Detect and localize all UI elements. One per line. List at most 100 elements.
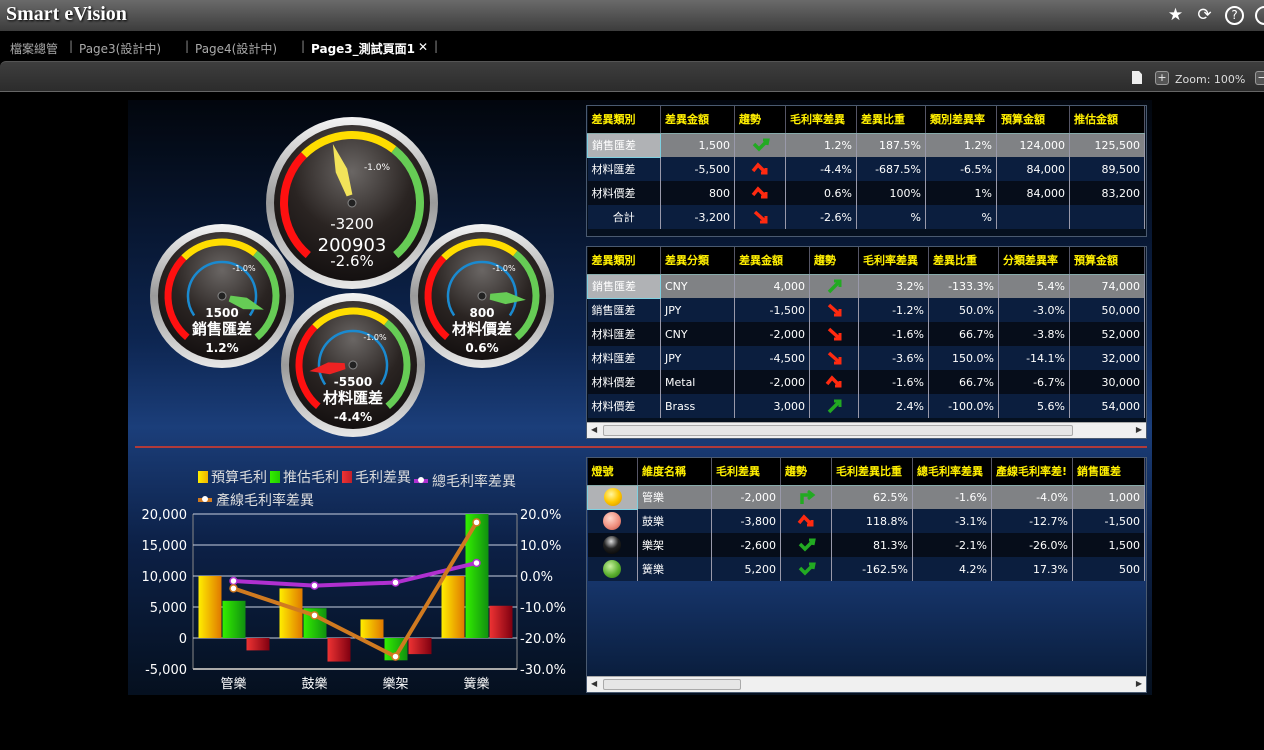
column-header[interactable]: 差異比重 <box>928 247 999 275</box>
table-cell: -687.5% <box>856 157 926 181</box>
tab-page3-design[interactable]: Page3(設計中) <box>79 42 162 56</box>
legend-item[interactable]: 預算毛利 <box>198 467 267 486</box>
legend-item[interactable]: 產線毛利率差異 <box>198 491 314 510</box>
table-row[interactable]: 材料匯差 CNY -2,000 -1.6% 66.7% -3.8% 52,000 <box>587 322 1145 346</box>
table-cell: 83,200 <box>1069 181 1145 205</box>
trend-arrow-up-icon <box>827 279 842 293</box>
trend-cell <box>809 322 859 346</box>
table-row[interactable]: 管樂 -2,000 62.5% -1.6% -4.0% 1,000 <box>587 484 1145 510</box>
help-icon[interactable]: ? <box>1225 6 1244 25</box>
legend-item[interactable]: 總毛利率差異 <box>414 471 516 490</box>
line-point <box>310 581 319 590</box>
column-header[interactable]: 差異類別 <box>587 247 661 275</box>
table-row[interactable]: 材料匯差 JPY -4,500 -3.6% 150.0% -14.1% 32,000 <box>587 346 1145 370</box>
table-cell: -4,500 <box>734 346 810 370</box>
table-cell: 2.4% <box>858 394 929 418</box>
star-icon[interactable]: ★ <box>1167 5 1184 25</box>
column-header[interactable]: 差異比重 <box>856 106 926 134</box>
column-header[interactable]: 燈號 <box>587 458 638 486</box>
column-header[interactable]: 推估金額 <box>1069 106 1145 134</box>
column-header[interactable]: 毛利差異比重 <box>831 458 913 486</box>
horizontal-scrollbar[interactable]: ◀ ▶ <box>587 422 1146 438</box>
column-header[interactable]: 差異分類 <box>660 247 735 275</box>
table-cell: -26.0% <box>991 533 1073 557</box>
column-header[interactable]: 差異金額 <box>660 106 735 134</box>
column-header[interactable]: 產線毛利率差! <box>991 458 1073 486</box>
table-cell: 84,000 <box>996 181 1070 205</box>
table-cell: 鼓樂 <box>637 509 712 533</box>
zoom-label: Zoom: 100% <box>1175 73 1246 86</box>
table-cell: 74,000 <box>1069 274 1145 298</box>
column-header[interactable]: 總毛利率差異 <box>912 458 992 486</box>
table-cell: -5,500 <box>660 157 735 181</box>
title-bar: Smart eVision ★ ⟳ ? <box>0 0 1264 31</box>
table-cell: 材料價差 <box>587 370 661 394</box>
column-header[interactable]: 毛利差異 <box>711 458 781 486</box>
table-row[interactable]: 合計 -3,200 -2.6%%% <box>587 205 1145 229</box>
power-icon[interactable] <box>1255 6 1264 25</box>
table-row[interactable]: 鼓樂 -3,800 118.8% -3.1% -12.7% -1,500 <box>587 509 1145 533</box>
column-header[interactable]: 趨勢 <box>780 458 832 486</box>
table-cell: 材料匯差 <box>587 322 661 346</box>
x-tick-label: 樂架 <box>382 676 408 692</box>
table-row[interactable]: 銷售匯差 JPY -1,500 -1.2% 50.0% -3.0% 50,000 <box>587 298 1145 322</box>
table-cell: -3,800 <box>711 509 781 533</box>
status-lamp-cell <box>587 557 638 581</box>
table-row[interactable]: 樂架 -2,600 81.3% -2.1% -26.0% 1,500 <box>587 533 1145 557</box>
table-cell: -3.1% <box>912 509 992 533</box>
zoom-out-button[interactable]: − <box>1255 71 1264 85</box>
column-header[interactable]: 趨勢 <box>734 106 786 134</box>
column-header[interactable]: 類別差異率 <box>925 106 997 134</box>
legend-item[interactable]: 推估毛利 <box>270 467 339 486</box>
column-header[interactable]: 差異類別 <box>587 106 661 134</box>
column-header[interactable]: 預算金額 <box>996 106 1070 134</box>
table-cell: -2,000 <box>734 322 810 346</box>
legend-line-swatch <box>198 496 212 502</box>
line-point <box>472 558 481 568</box>
x-tick-label: 鼓樂 <box>301 676 327 692</box>
tab-file-explorer[interactable]: 檔案總管 <box>10 42 59 56</box>
table-cell: 5.6% <box>998 394 1070 418</box>
table-cell: 54,000 <box>1069 394 1145 418</box>
legend-item[interactable]: 毛利差異 <box>342 467 411 486</box>
table-cell: 124,000 <box>996 133 1070 157</box>
table-row[interactable]: 材料匯差 -5,500 -4.4% -687.5% -6.5% 84,000 89,500 <box>587 157 1145 181</box>
line-總毛利率差異 <box>233 561 477 588</box>
tab-page3-test[interactable]: Page3_測試頁面1 <box>311 42 415 56</box>
column-header[interactable]: 預算金額 <box>1069 247 1145 275</box>
trend-check-up-icon <box>798 538 816 551</box>
table-row[interactable]: 簧樂 5,200 -162.5% 4.2% 17.3% 500 <box>587 557 1145 581</box>
trend-cell <box>809 298 859 322</box>
column-header[interactable]: 毛利率差異 <box>785 106 857 134</box>
zoom-in-button[interactable]: + <box>1155 71 1169 85</box>
tab-close-icon[interactable]: ✕ <box>418 40 429 54</box>
column-header[interactable]: 銷售匯差 <box>1072 458 1145 486</box>
table-cell: 材料價差 <box>587 394 661 418</box>
table-cell: -2,000 <box>711 485 781 509</box>
tab-page4-design[interactable]: Page4(設計中) <box>195 42 278 56</box>
table-row[interactable]: 銷售匯差 1,500 1.2% 187.5% 1.2% 124,000 125,500 <box>587 132 1145 158</box>
column-header[interactable]: 毛利率差異 <box>858 247 929 275</box>
table-cell: -1.2% <box>858 298 929 322</box>
table-cell: -14.1% <box>998 346 1070 370</box>
bar-預算毛利 <box>360 619 384 638</box>
green-lamp-icon <box>603 560 622 578</box>
app-title: Smart eVision <box>6 3 127 25</box>
page-icon[interactable] <box>1132 71 1142 84</box>
horizontal-scrollbar[interactable]: ◀ ▶ <box>587 676 1146 692</box>
table-cell: -3.0% <box>998 298 1070 322</box>
trend-cell <box>780 485 832 509</box>
trend-check-up-icon <box>752 138 770 152</box>
column-header[interactable]: 維度名稱 <box>637 458 712 486</box>
refresh-icon[interactable]: ⟳ <box>1197 5 1212 25</box>
table-row[interactable]: 材料價差 Metal -2,000 -1.6% 66.7% -6.7% 30,000 <box>587 370 1145 394</box>
column-header[interactable]: 趨勢 <box>809 247 859 275</box>
trend-cell <box>734 205 786 229</box>
table-row[interactable]: 材料價差 Brass 3,000 2.4% -100.0% 5.6% 54,000 <box>587 394 1145 418</box>
column-header[interactable]: 差異金額 <box>734 247 810 275</box>
legend-label: 產線毛利率差異 <box>216 493 314 509</box>
column-header[interactable]: 分類差異率 <box>998 247 1070 275</box>
legend-label: 推估毛利 <box>283 469 339 486</box>
table-row[interactable]: 材料價差 800 0.6% 100% 1% 84,000 83,200 <box>587 181 1145 205</box>
table-row[interactable]: 銷售匯差 CNY 4,000 3.2% -133.3% 5.4% 74,000 <box>587 273 1145 299</box>
